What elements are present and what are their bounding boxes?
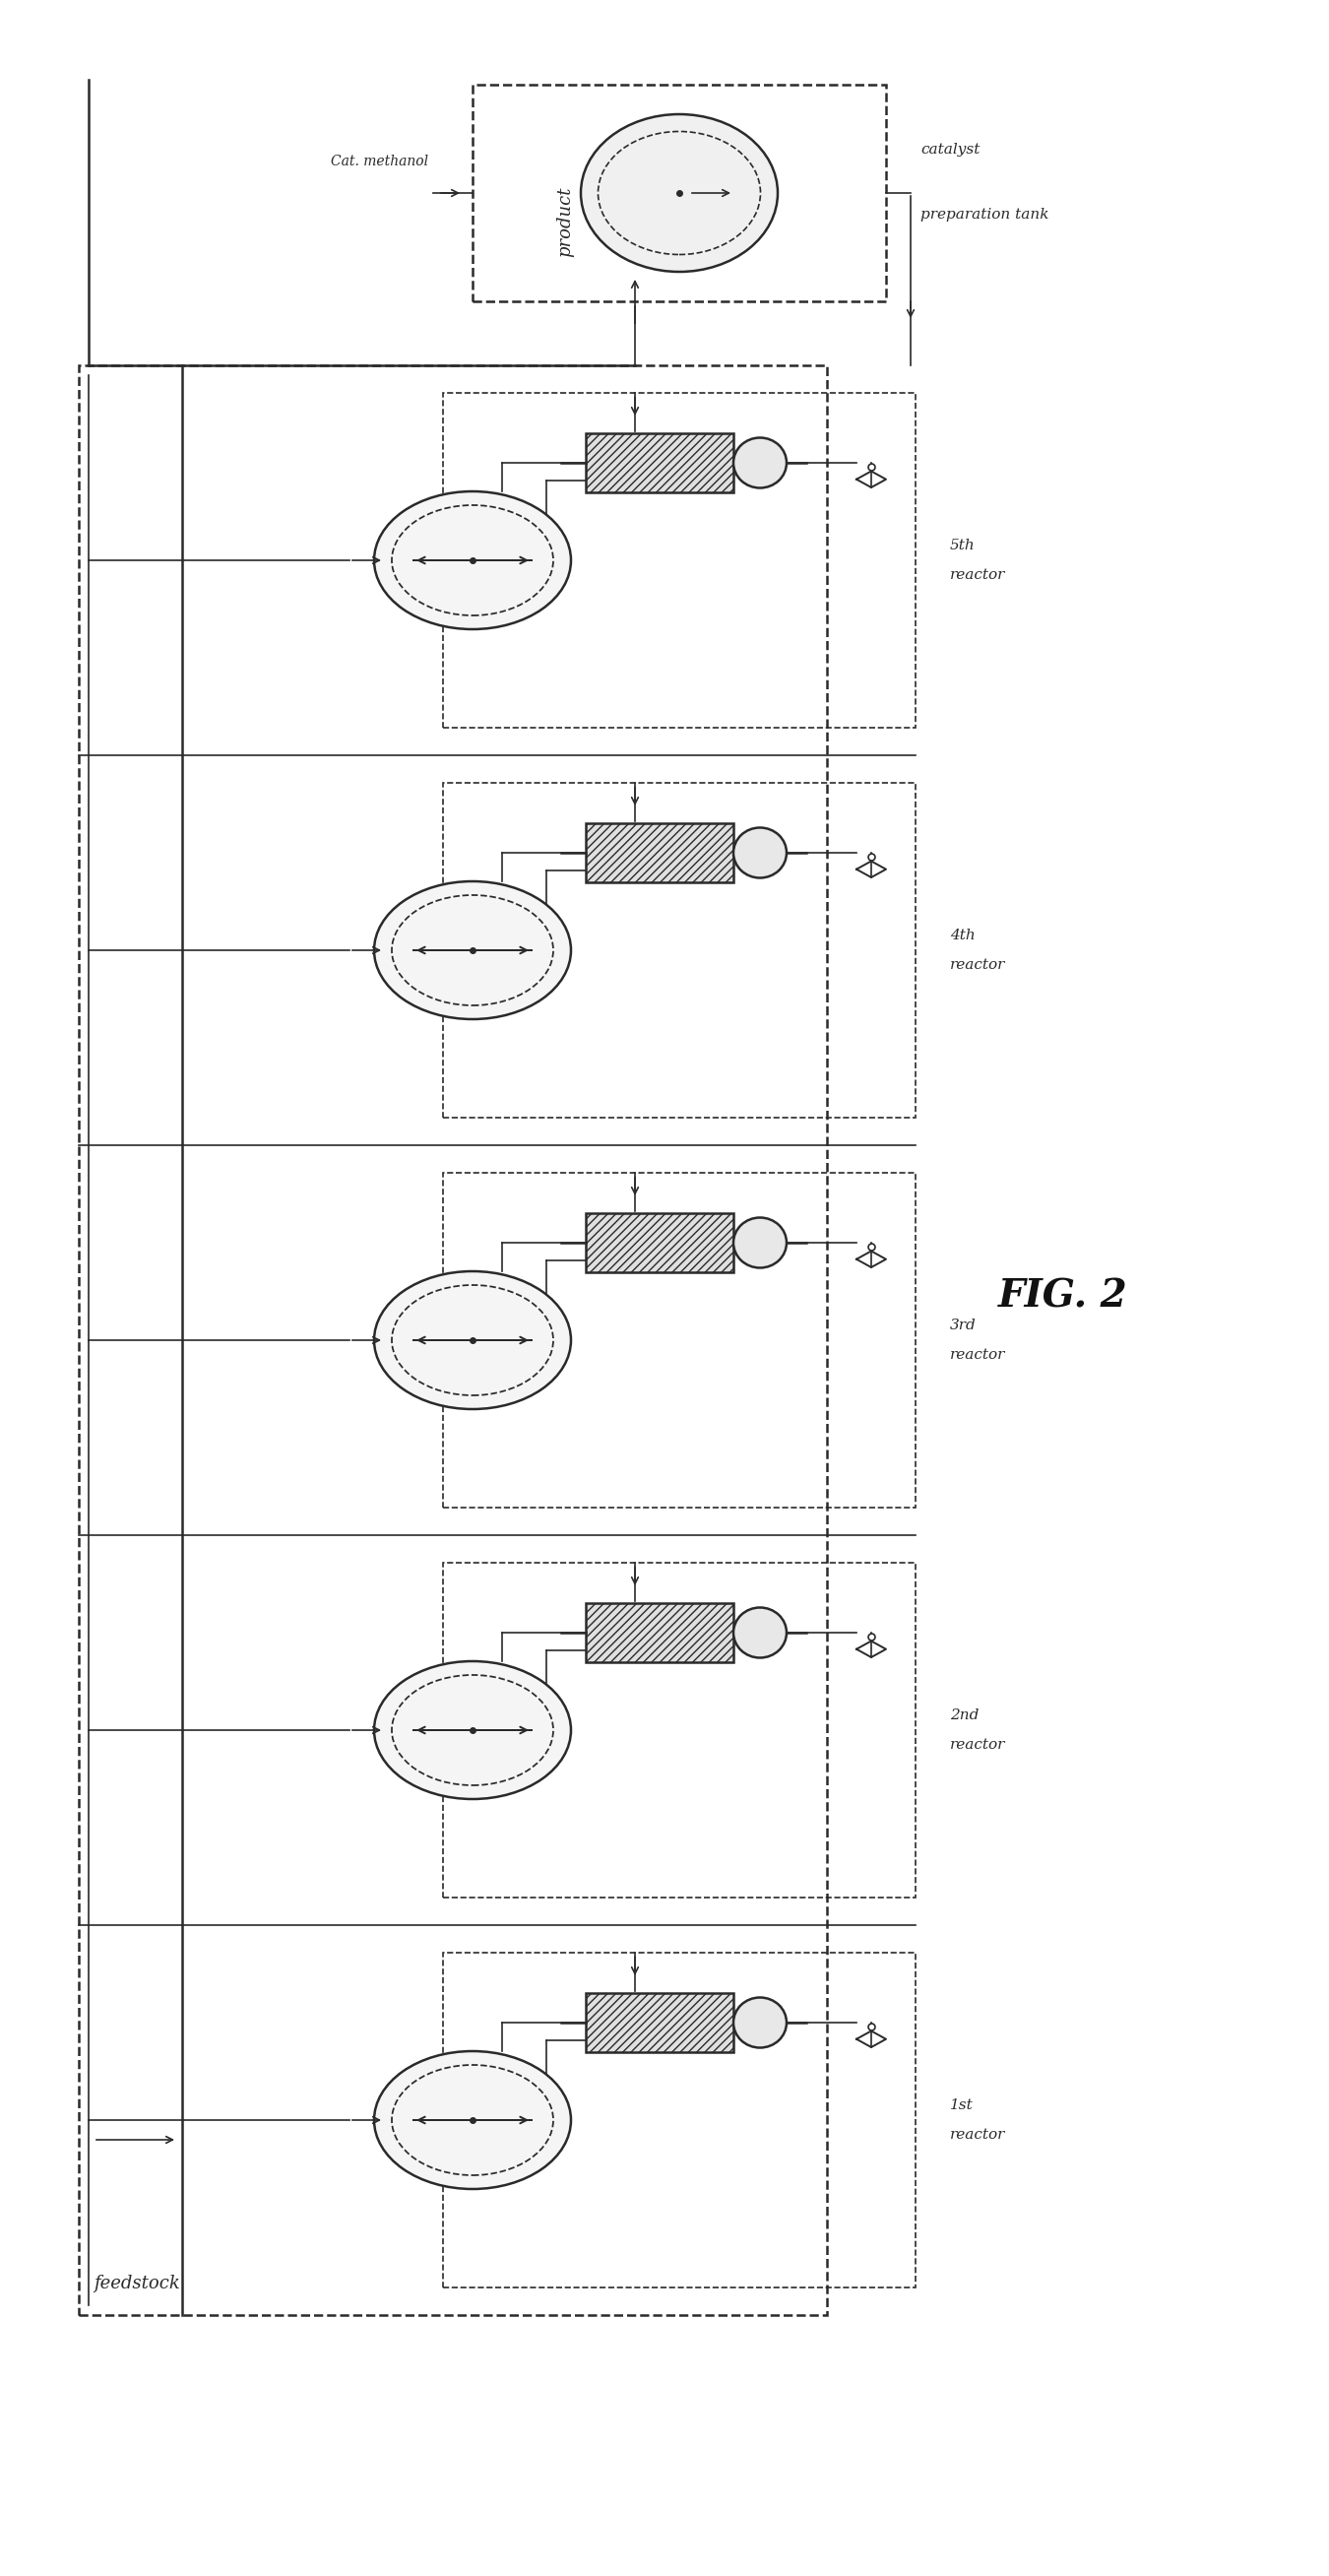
Text: 3rd: 3rd (950, 1319, 977, 1332)
Text: preparation tank: preparation tank (921, 209, 1049, 222)
Ellipse shape (373, 2050, 571, 2190)
Text: 4th: 4th (950, 927, 975, 943)
Ellipse shape (734, 438, 787, 487)
Ellipse shape (373, 881, 571, 1020)
Text: reactor: reactor (950, 569, 1006, 582)
Bar (443, 1564, 916, 1899)
Bar (586, 433, 734, 492)
Ellipse shape (581, 113, 777, 273)
Text: reactor: reactor (950, 2128, 1006, 2141)
Text: 2nd: 2nd (950, 1708, 979, 1723)
Text: product: product (557, 185, 574, 258)
Text: 1st: 1st (950, 2099, 973, 2112)
Text: Cat. methanol: Cat. methanol (331, 155, 428, 167)
Text: feedstock: feedstock (93, 2275, 179, 2293)
Text: reactor: reactor (950, 1347, 1006, 1363)
Text: FIG. 2: FIG. 2 (998, 1278, 1128, 1314)
Ellipse shape (373, 492, 571, 629)
Ellipse shape (734, 1218, 787, 1267)
Bar (443, 392, 916, 729)
Ellipse shape (373, 1662, 571, 1798)
Bar (443, 783, 916, 1118)
Ellipse shape (734, 827, 787, 878)
Bar (586, 824, 734, 884)
Ellipse shape (734, 1996, 787, 2048)
Ellipse shape (734, 1607, 787, 1659)
Bar (586, 1602, 734, 1662)
Bar (473, 85, 886, 301)
Bar (586, 1994, 734, 2053)
Bar (78, 366, 827, 2316)
Ellipse shape (373, 1273, 571, 1409)
Text: 5th: 5th (950, 538, 975, 551)
Text: reactor: reactor (950, 1739, 1006, 1752)
Text: reactor: reactor (950, 958, 1006, 971)
Bar (586, 1213, 734, 1273)
Bar (443, 1172, 916, 1507)
Text: catalyst: catalyst (921, 142, 979, 157)
Bar (443, 1953, 916, 2287)
